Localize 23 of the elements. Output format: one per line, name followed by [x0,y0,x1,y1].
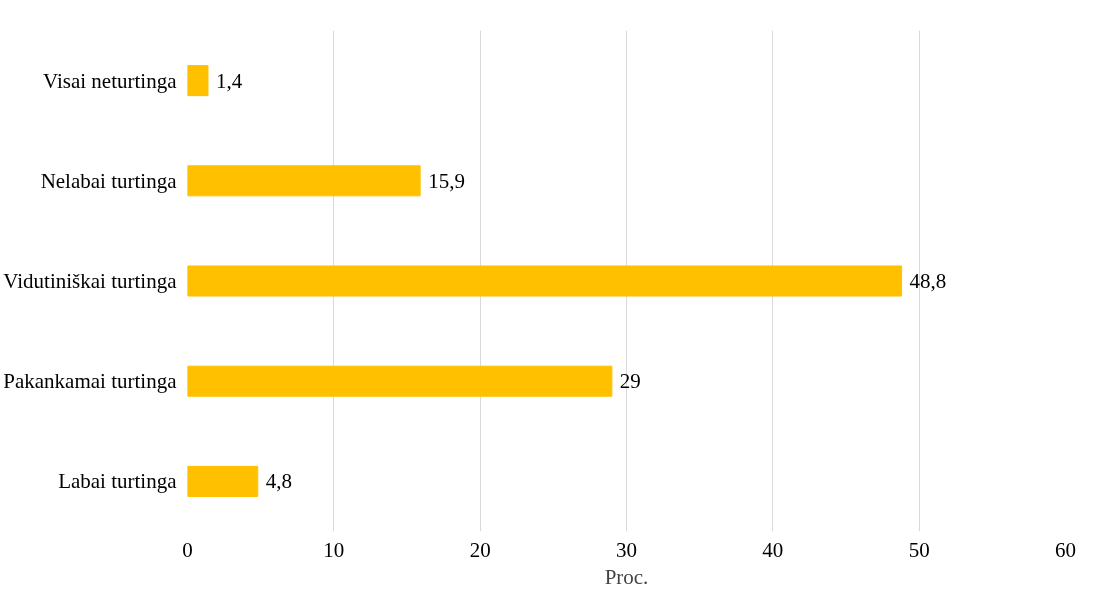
x-tick-label: 40 [762,537,784,562]
bar [187,365,613,397]
x-tick-label: 60 [1055,537,1076,562]
data-label: 15,9 [428,168,465,193]
x-tick-label: 10 [323,537,345,562]
bar [187,65,209,97]
bar [187,265,903,297]
x-tick-label: 30 [616,537,637,562]
bar [187,465,259,497]
data-label: 29 [619,369,641,394]
x-tick-label: 50 [908,537,930,562]
y-tick-label: Visai neturtinga [43,68,178,93]
data-label: 4,8 [265,469,292,494]
y-tick-label: Vidutiniškai turtinga [3,269,178,293]
y-tick-label: Pakankamai turtinga [3,369,178,394]
x-tick-label: 0 [182,537,193,562]
data-label: 1,4 [215,68,243,93]
x-tick-label: 20 [469,537,491,562]
y-tick-label: Labai turtinga [58,469,178,494]
data-label: 48,8 [909,269,947,293]
y-tick-label: Nelabai turtinga [40,168,178,193]
x-axis-title: Proc. [604,564,649,589]
bar [187,165,421,197]
